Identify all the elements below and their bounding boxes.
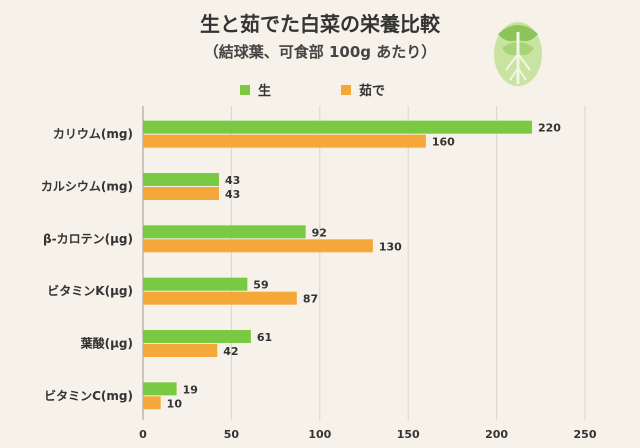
bar-boiled — [143, 291, 297, 305]
category-label: カルシウム(mg) — [41, 180, 133, 194]
bar-raw — [143, 277, 248, 291]
x-tick-label: 50 — [224, 428, 240, 441]
data-label: 42 — [223, 345, 238, 358]
chart-legend: 生 茹で — [240, 80, 385, 99]
legend-item-raw: 生 — [240, 80, 271, 99]
legend-label-raw: 生 — [258, 84, 272, 99]
x-tick-label: 100 — [308, 428, 331, 441]
data-label: 87 — [303, 293, 318, 306]
data-label: 10 — [167, 397, 183, 410]
data-label: 92 — [312, 226, 327, 239]
bar-raw — [143, 120, 532, 134]
bar-raw — [143, 382, 177, 396]
data-label: 220 — [538, 122, 561, 135]
legend-label-boiled: 茹で — [359, 84, 386, 99]
x-tick-label: 200 — [485, 428, 508, 441]
data-label: 160 — [432, 136, 455, 149]
category-label: ビタミンK(μg) — [47, 283, 133, 298]
bar-raw — [143, 173, 220, 186]
bar-boiled — [143, 344, 218, 357]
category-label: β-カロテン(μg) — [43, 232, 133, 246]
bar-raw — [143, 225, 306, 239]
data-label: 43 — [225, 188, 240, 201]
data-label: 61 — [257, 331, 272, 344]
data-label: 130 — [379, 240, 402, 253]
legend-item-boiled: 茹で — [341, 80, 385, 99]
x-tick-label: 0 — [139, 428, 147, 441]
bar-boiled — [143, 239, 373, 253]
data-label: 43 — [225, 174, 240, 187]
x-tick-label: 250 — [574, 428, 597, 441]
bar-boiled — [143, 187, 220, 200]
chart-header: 生と茹でた白菜の栄養比較 （結球葉、可食部 100g あたり） — [0, 8, 640, 62]
bar-boiled — [143, 134, 426, 148]
data-label: 59 — [253, 279, 268, 292]
bar-boiled — [143, 396, 161, 410]
category-label: カリウム(mg) — [53, 127, 133, 141]
category-label: ビタミンC(mg) — [44, 388, 133, 403]
legend-swatch-boiled — [341, 84, 352, 95]
data-label: 19 — [183, 383, 198, 396]
x-tick-label: 150 — [397, 428, 420, 441]
cabbage-icon — [484, 14, 552, 94]
chart-title: 生と茹でた白菜の栄養比較 — [200, 12, 440, 36]
legend-swatch-raw — [240, 84, 250, 95]
chart-subtitle: （結球葉、可食部 100g あたり） — [203, 43, 437, 61]
bar-raw — [143, 330, 251, 343]
category-label: 葉酸(μg) — [80, 336, 133, 351]
